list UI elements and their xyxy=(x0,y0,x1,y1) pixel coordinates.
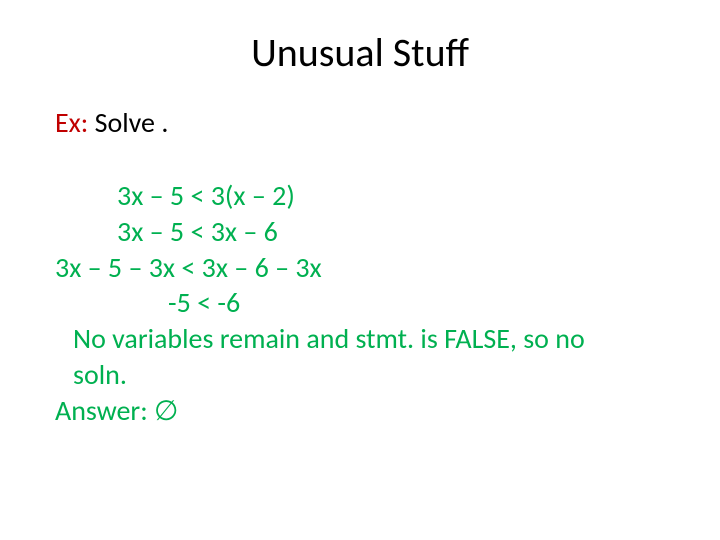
ex-label: Ex: xyxy=(55,105,88,140)
math-line-6: soln. xyxy=(55,357,665,393)
math-answer: Answer: ∅ xyxy=(55,393,665,429)
math-line-2: 3x – 5 < 3x – 6 xyxy=(55,214,665,250)
slide-container: Unusual Stuff Ex: Solve . 3x – 5 < 3(x –… xyxy=(0,0,720,449)
math-line-5: No variables remain and stmt. is FALSE, … xyxy=(55,321,665,357)
math-line-3: 3x – 5 – 3x < 3x – 6 – 3x xyxy=(55,250,665,286)
math-line-1: 3x – 5 < 3(x – 2) xyxy=(55,178,665,214)
slide-title: Unusual Stuff xyxy=(55,28,665,77)
solve-text: Solve . xyxy=(88,105,168,140)
example-prompt: Ex: Solve . xyxy=(55,105,665,140)
math-solution-block: 3x – 5 < 3(x – 2) 3x – 5 < 3x – 6 3x – 5… xyxy=(55,178,665,429)
math-line-4: -5 < -6 xyxy=(55,285,665,321)
